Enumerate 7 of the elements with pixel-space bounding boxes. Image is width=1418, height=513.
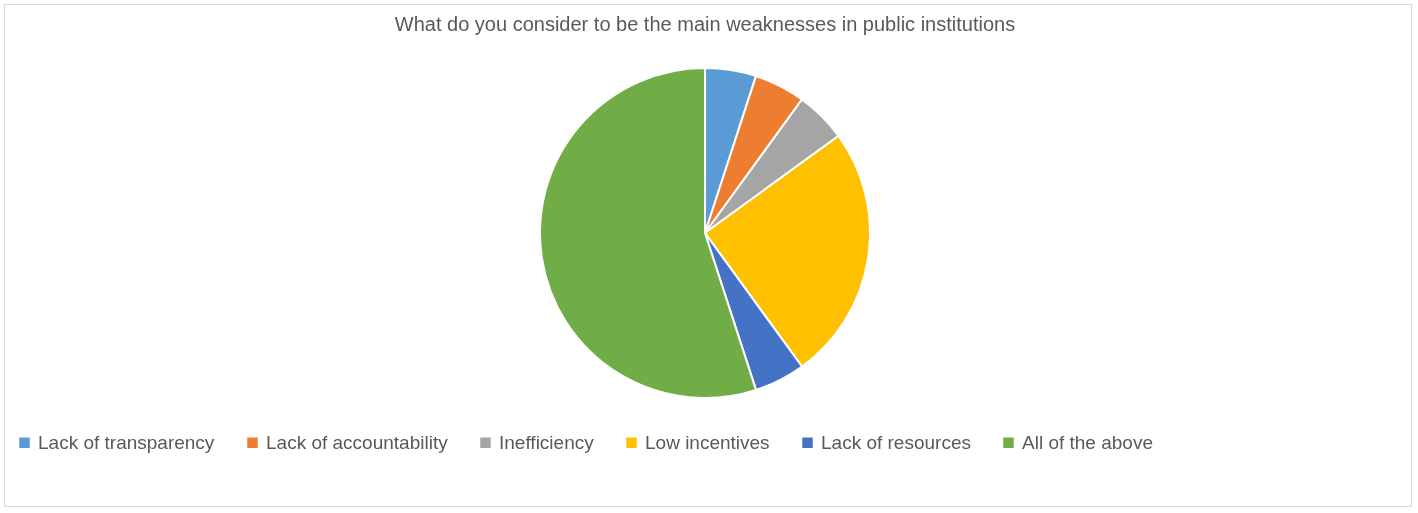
chart-title: What do you consider to be the main weaknesses in public institutions [394,13,1016,35]
legend-label: Lack of resources [821,431,971,453]
legend-label: All of the above [1022,431,1153,453]
legend-label: Inefficiency [499,431,595,453]
legend-label: Lack of transparency [38,431,215,453]
legend-label: Low incentives [645,431,770,453]
legend-label: Lack of accountability [266,431,449,453]
